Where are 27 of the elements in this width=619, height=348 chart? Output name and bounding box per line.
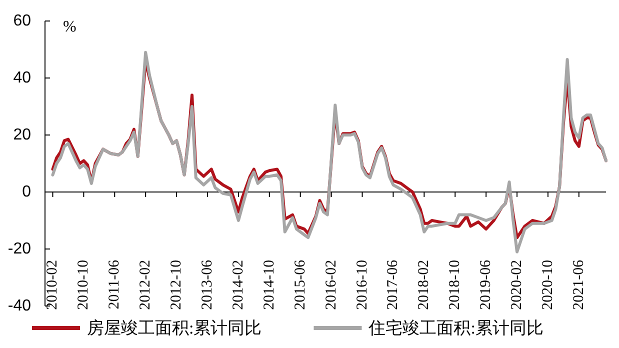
x-tick-label: 2010-02 <box>44 260 61 310</box>
x-tick-label: 2012-02 <box>138 260 154 310</box>
x-tick-label: 2013-06 <box>199 259 216 310</box>
y-tick-label: 60 <box>13 12 32 30</box>
x-tick-label: 2014-10 <box>261 260 278 310</box>
y-axis-title: % <box>63 18 76 36</box>
y-tick-label: 40 <box>13 70 32 86</box>
x-tick-label: 2012-10 <box>168 260 185 310</box>
x-tick-label: 2020-10 <box>540 260 556 310</box>
y-tick-label: 0 <box>22 184 32 200</box>
x-tick-label: 2018-02 <box>416 260 432 310</box>
x-tick-label: 2014-02 <box>230 260 246 310</box>
legend-label: 房屋竣工面积:累计同比 <box>87 318 262 338</box>
legend-label: 住宅竣工面积:累计同比 <box>368 318 544 338</box>
y-tick-label: -20 <box>8 240 32 258</box>
x-tick-label: 2018-10 <box>447 260 464 310</box>
x-tick-label: 2011-06 <box>106 259 123 310</box>
x-tick-label: 2015-06 <box>292 259 308 310</box>
x-tick-label: 2010-10 <box>76 260 92 310</box>
y-tick-label: 20 <box>13 126 32 144</box>
x-tick-label: 2019-06 <box>478 259 494 310</box>
x-tick-label: 2021-06 <box>570 259 587 310</box>
x-tick-label: 2016-10 <box>354 260 370 310</box>
y-tick-label: -40 <box>8 298 32 314</box>
x-tick-label: 2017-06 <box>385 259 402 310</box>
x-tick-label: 2020-02 <box>509 260 526 310</box>
x-tick-label: 2016-02 <box>323 260 340 310</box>
